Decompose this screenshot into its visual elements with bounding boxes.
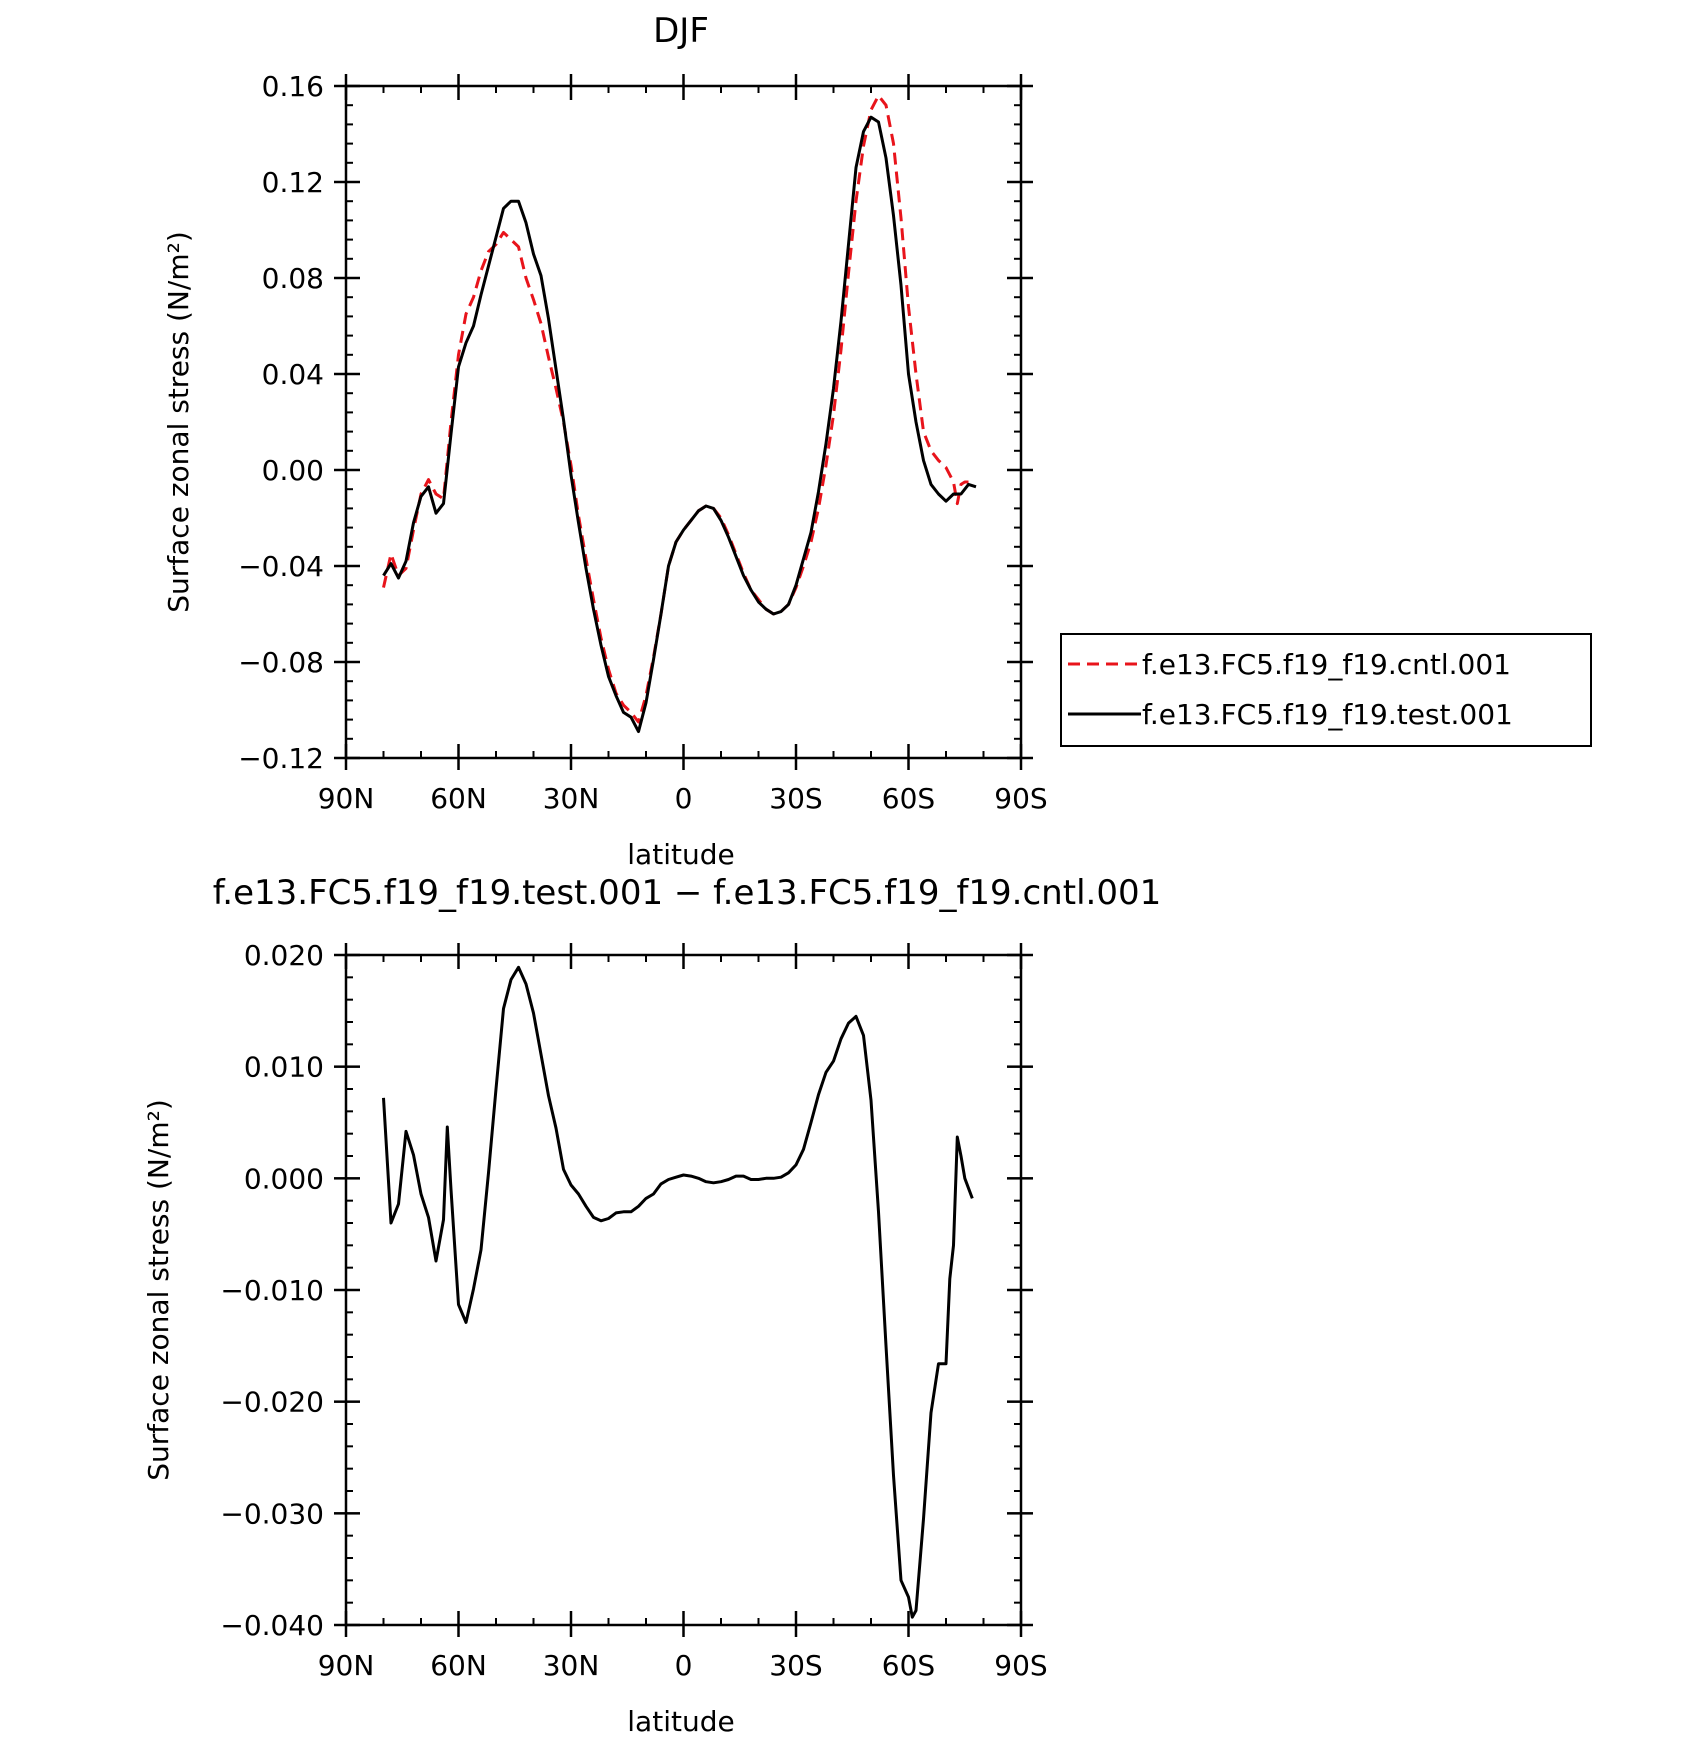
top-y-tick-label: −0.04: [238, 550, 324, 583]
top-y-tick-label: 0.16: [262, 70, 324, 103]
top-x-tick-label: 60S: [882, 782, 935, 815]
bottom-y-tick-label: −0.040: [220, 1609, 324, 1642]
top-y-tick-label: 0.00: [262, 454, 324, 487]
top-y-tick-label: 0.12: [262, 166, 324, 199]
top-y-tick-label: 0.04: [262, 358, 324, 391]
bottom-x-axis-title: latitude: [627, 1705, 734, 1738]
bottom-y-tick-label: −0.030: [220, 1497, 324, 1530]
legend-box: [1060, 633, 1592, 747]
top-x-tick-label: 90N: [318, 782, 375, 815]
top-x-tick-label: 60N: [430, 782, 487, 815]
top-series-line-cntl: [382, 94, 969, 724]
top-y-tick-label: −0.12: [238, 742, 324, 775]
top-x-tick-label: 30N: [543, 782, 600, 815]
top-x-tick-label: 90S: [994, 782, 1047, 815]
legend-label-test: f.e13.FC5.f19_f19.test.001: [1142, 698, 1513, 731]
panel-djf: DJF 0.16 0.12 0.08 0.04 0.00 −0.04 −0.08 −0.12 9…: [162, 11, 1592, 871]
bottom-plot-frame: [344, 953, 1023, 1627]
top-x-axis-title: latitude: [627, 838, 734, 871]
top-plot-frame: [344, 84, 1023, 760]
bottom-x-tick-label: 90S: [994, 1649, 1047, 1682]
bottom-y-tick-label: 0.010: [244, 1051, 324, 1084]
top-y-axis-title: Surface zonal stress (N/m²): [162, 231, 195, 612]
legend-label-cntl: f.e13.FC5.f19_f19.cntl.001: [1142, 648, 1511, 681]
bottom-y-tick-label: −0.010: [220, 1274, 324, 1307]
plot-title-djf: DJF: [653, 11, 709, 51]
legend: f.e13.FC5.f19_f19.cntl.001 f.e13.FC5.f19…: [1060, 633, 1592, 747]
top-y-tick-label: −0.08: [238, 646, 324, 679]
bottom-x-tick-label: 0: [675, 1649, 693, 1682]
top-x-tick-label: 0: [675, 782, 693, 815]
bottom-x-tick-label: 60S: [882, 1649, 935, 1682]
bottom-y-tick-label: −0.020: [220, 1386, 324, 1419]
top-y-tick-label: 0.08: [262, 262, 324, 295]
top-x-tick-label: 30S: [769, 782, 822, 815]
top-series-lines: [382, 94, 977, 734]
panel-difference: f.e13.FC5.f19_f19.test.001 − f.e13.FC5.f…: [142, 873, 1161, 1738]
bottom-series-lines: [382, 965, 974, 1619]
bottom-y-axis-title: Surface zonal stress (N/m²): [142, 1099, 175, 1480]
bottom-ticks: 0.020 0.010 0.000 −0.010 −0.020 −0.030 −0.040 9…: [220, 939, 1047, 1682]
plot-title-difference: f.e13.FC5.f19_f19.test.001 − f.e13.FC5.f…: [213, 873, 1161, 913]
bottom-x-tick-label: 60N: [430, 1649, 487, 1682]
bottom-x-tick-label: 90N: [318, 1649, 375, 1682]
top-series-line-test: [382, 115, 977, 734]
bottom-y-tick-label: 0.000: [244, 1162, 324, 1195]
bottom-x-tick-label: 30S: [769, 1649, 822, 1682]
bottom-x-tick-label: 30N: [543, 1649, 600, 1682]
bottom-y-tick-label: 0.020: [244, 939, 324, 972]
bottom-series-line-test: [382, 965, 974, 1619]
